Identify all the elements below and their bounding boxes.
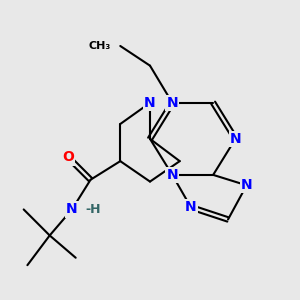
Text: N: N [185,200,197,214]
Text: N: N [66,202,78,216]
Text: -H: -H [85,203,100,216]
Text: CH₃: CH₃ [89,41,111,51]
Text: N: N [144,96,156,110]
Text: N: N [66,202,78,216]
Text: N: N [230,132,241,146]
Text: N: N [167,168,178,182]
Text: N: N [241,178,252,192]
Text: N: N [167,96,178,110]
Text: O: O [62,150,74,164]
Text: N: N [144,96,156,110]
